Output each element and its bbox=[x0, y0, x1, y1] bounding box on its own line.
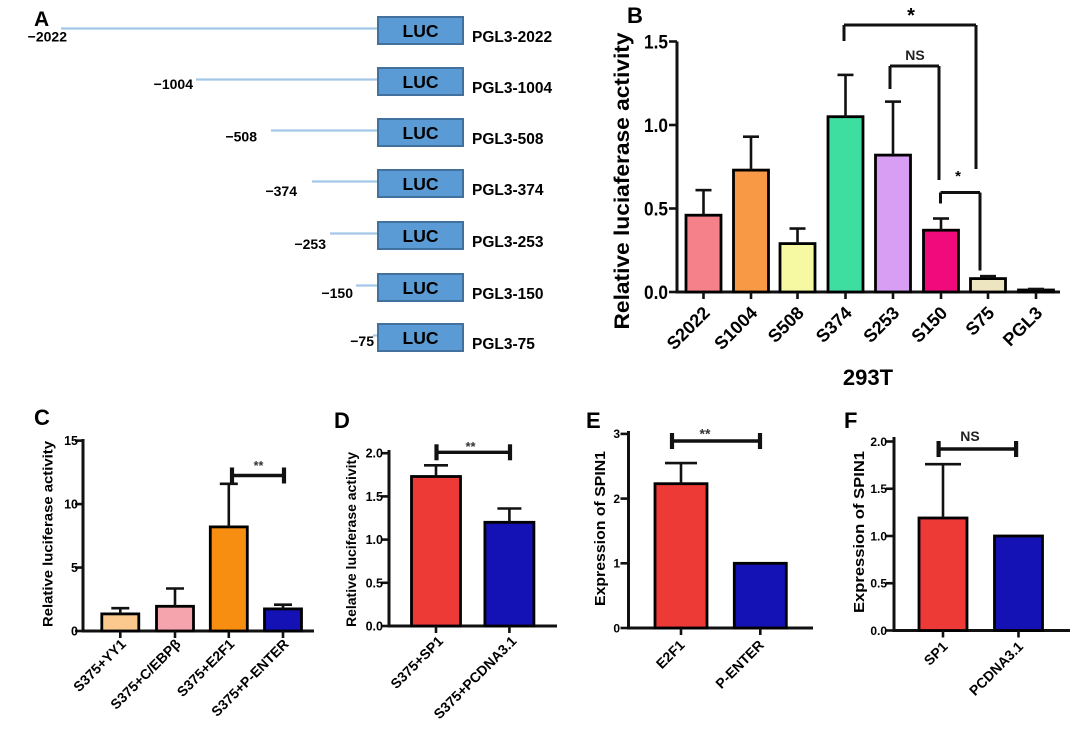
svg-text:E: E bbox=[586, 408, 601, 433]
svg-text:LUC: LUC bbox=[403, 174, 439, 194]
svg-text:2.0: 2.0 bbox=[366, 447, 383, 461]
svg-text:5: 5 bbox=[71, 561, 78, 575]
svg-text:0: 0 bbox=[71, 625, 78, 639]
svg-text:1: 1 bbox=[613, 557, 620, 571]
svg-text:PGL3-374: PGL3-374 bbox=[472, 182, 544, 199]
svg-text:1.5: 1.5 bbox=[366, 490, 383, 504]
svg-text:−508: −508 bbox=[225, 129, 257, 145]
svg-text:0.0: 0.0 bbox=[366, 620, 383, 634]
svg-text:Relative luciferase activity: Relative luciferase activity bbox=[41, 440, 56, 627]
svg-text:PGL3-253: PGL3-253 bbox=[472, 234, 544, 251]
svg-text:*: * bbox=[955, 168, 961, 185]
svg-text:0.5: 0.5 bbox=[644, 199, 668, 220]
svg-text:NS: NS bbox=[905, 47, 924, 63]
svg-text:−150: −150 bbox=[321, 285, 353, 301]
svg-text:2.0: 2.0 bbox=[870, 435, 887, 449]
svg-text:1.0: 1.0 bbox=[870, 529, 887, 543]
svg-text:LUC: LUC bbox=[403, 123, 439, 143]
svg-text:10: 10 bbox=[64, 498, 78, 512]
svg-text:E2F1: E2F1 bbox=[653, 637, 688, 672]
svg-text:293T: 293T bbox=[843, 365, 894, 390]
svg-text:S2022: S2022 bbox=[663, 303, 714, 354]
svg-text:0.5: 0.5 bbox=[366, 576, 383, 590]
svg-text:LUC: LUC bbox=[403, 328, 439, 348]
svg-text:**: ** bbox=[700, 426, 711, 442]
svg-text:S75: S75 bbox=[962, 303, 999, 340]
svg-text:S375+YY1: S375+YY1 bbox=[70, 636, 129, 695]
svg-text:2: 2 bbox=[613, 492, 620, 506]
svg-text:PGL3-1004: PGL3-1004 bbox=[472, 80, 553, 97]
svg-text:3: 3 bbox=[613, 427, 620, 441]
svg-text:PCDNA3.1: PCDNA3.1 bbox=[966, 638, 1026, 698]
svg-text:LUC: LUC bbox=[403, 21, 439, 41]
svg-text:PGL3-75: PGL3-75 bbox=[472, 336, 535, 353]
svg-text:−75: −75 bbox=[350, 333, 374, 349]
svg-text:LUC: LUC bbox=[403, 72, 439, 92]
svg-text:PGL3-508: PGL3-508 bbox=[472, 131, 544, 148]
svg-text:LUC: LUC bbox=[403, 278, 439, 298]
svg-text:0.0: 0.0 bbox=[870, 624, 887, 638]
svg-text:S253: S253 bbox=[859, 303, 903, 347]
svg-text:*: * bbox=[907, 5, 915, 27]
svg-text:0.0: 0.0 bbox=[644, 283, 668, 304]
svg-text:Relative luciaferase activity: Relative luciaferase activity bbox=[611, 32, 634, 329]
svg-text:C: C bbox=[34, 405, 50, 430]
svg-text:S508: S508 bbox=[764, 303, 808, 347]
svg-text:B: B bbox=[627, 3, 643, 28]
svg-text:S375+SP1: S375+SP1 bbox=[387, 633, 446, 692]
svg-text:1.0: 1.0 bbox=[644, 116, 668, 137]
svg-text:0.5: 0.5 bbox=[870, 577, 887, 591]
svg-text:F: F bbox=[844, 408, 857, 433]
svg-text:−374: −374 bbox=[265, 183, 297, 199]
svg-text:−1004: −1004 bbox=[154, 76, 194, 92]
svg-text:15: 15 bbox=[64, 434, 78, 448]
svg-text:S374: S374 bbox=[812, 303, 856, 347]
svg-text:1.0: 1.0 bbox=[366, 533, 383, 547]
svg-text:P-ENTER: P-ENTER bbox=[712, 637, 767, 692]
svg-text:A: A bbox=[34, 8, 49, 31]
svg-text:**: ** bbox=[254, 459, 264, 473]
svg-text:Expression of SPIN1: Expression of SPIN1 bbox=[593, 451, 609, 606]
svg-text:**: ** bbox=[465, 439, 476, 454]
svg-text:D: D bbox=[334, 408, 350, 433]
svg-text:NS: NS bbox=[960, 428, 979, 444]
svg-text:Relative luciferase activity: Relative luciferase activity bbox=[344, 451, 359, 627]
svg-text:PGL3: PGL3 bbox=[999, 303, 1046, 350]
svg-text:LUC: LUC bbox=[403, 226, 439, 246]
svg-text:SP1: SP1 bbox=[921, 638, 951, 668]
svg-text:1.5: 1.5 bbox=[644, 32, 668, 53]
svg-text:PGL3-150: PGL3-150 bbox=[472, 286, 544, 303]
svg-text:PGL3-2022: PGL3-2022 bbox=[472, 29, 552, 46]
svg-text:1.5: 1.5 bbox=[870, 482, 887, 496]
svg-text:−253: −253 bbox=[294, 236, 326, 252]
svg-text:Expression of SPIN1: Expression of SPIN1 bbox=[852, 451, 868, 613]
svg-text:0: 0 bbox=[613, 621, 620, 635]
svg-text:S150: S150 bbox=[907, 303, 951, 347]
svg-text:S1004: S1004 bbox=[710, 303, 761, 354]
svg-text:−2022: −2022 bbox=[28, 29, 68, 45]
